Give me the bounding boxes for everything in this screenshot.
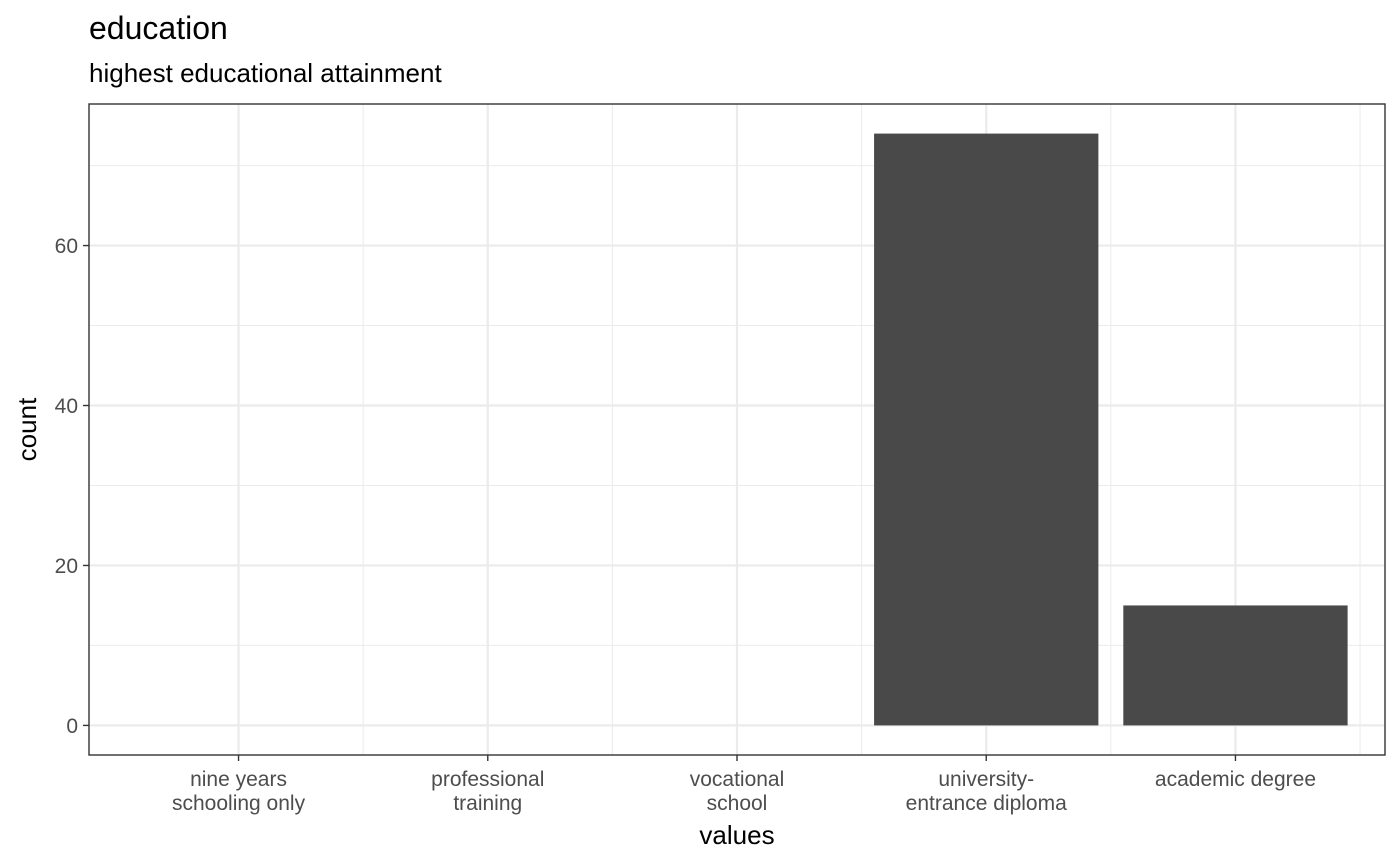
x-tick-label-line: nine years: [190, 768, 287, 791]
chart-title: education: [89, 10, 228, 46]
x-tick-label: university-entrance diploma: [906, 768, 1067, 815]
x-tick-label: nine years schooling only: [172, 768, 306, 815]
x-tick-label-line: professional: [431, 768, 544, 791]
x-tick-label-line: schooling only: [172, 792, 306, 815]
y-tick-label: 20: [55, 555, 78, 578]
bar: [1123, 605, 1348, 726]
y-tick-label: 40: [55, 395, 78, 418]
x-tick-label-line: training: [453, 792, 522, 815]
bar-layer: [874, 133, 1348, 726]
x-tick-label: academic degree: [1155, 768, 1316, 791]
x-tick-label-line: university-: [938, 768, 1034, 791]
y-tick-label: 60: [55, 235, 78, 258]
x-tick-label-line: academic degree: [1155, 768, 1316, 791]
chart-subtitle: highest educational attainment: [89, 58, 442, 88]
x-tick-label: professional training: [431, 768, 544, 815]
bar: [874, 133, 1099, 726]
axis-layer: 0 20 40 60 nine years schooling only professio…: [55, 235, 1316, 815]
x-axis-title: values: [699, 820, 774, 850]
x-tick-label-line: entrance diploma: [906, 792, 1067, 815]
x-tick-label-line: vocational: [690, 768, 785, 791]
y-tick-label: 0: [66, 715, 78, 738]
y-axis-title: count: [12, 397, 42, 461]
x-tick-label: vocational school: [690, 768, 785, 815]
x-tick-label-line: school: [707, 792, 768, 815]
